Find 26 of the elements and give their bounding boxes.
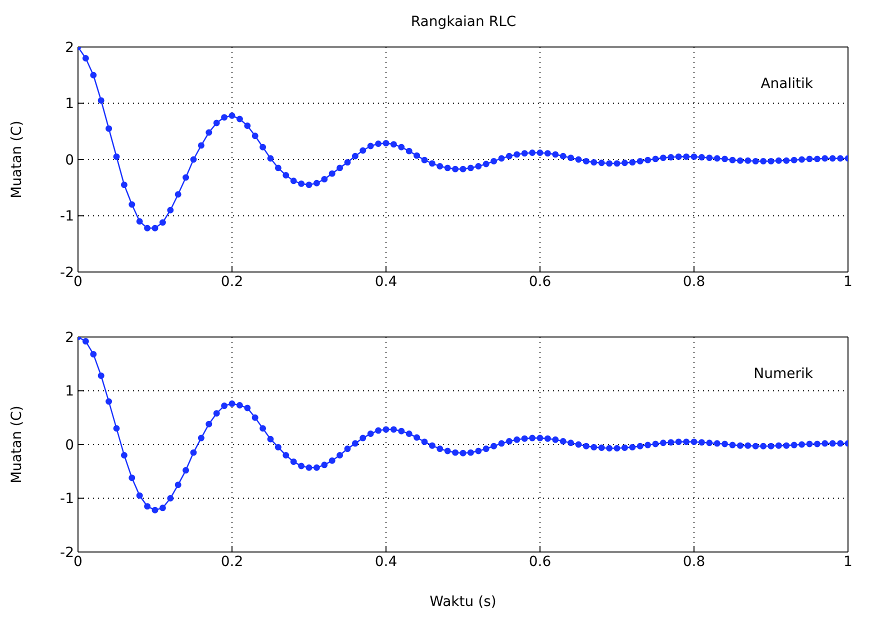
x-tick-label: 0.4	[374, 554, 398, 570]
x-tick-label: 0.6	[528, 554, 552, 570]
y-tick-label: 2	[65, 40, 74, 56]
x-tick-label: 0.8	[682, 274, 706, 290]
annotation: Numerik	[754, 366, 813, 382]
x-tick-label: 0.8	[682, 554, 706, 570]
y-tick-label: 2	[65, 330, 74, 346]
y-tick-label: -2	[60, 264, 74, 281]
x-tick-label: 0.2	[220, 274, 244, 290]
x-axis-title: Waktu (s)	[430, 594, 496, 610]
y-tick-label: -2	[60, 544, 74, 561]
y-axis-title: Muatan (C)	[8, 406, 25, 484]
y-tick-label: 0	[65, 437, 74, 454]
x-tick-label: 0.6	[528, 274, 552, 290]
x-tick-label: 0.2	[220, 554, 244, 570]
y-axis-title: Muatan (C)	[8, 120, 25, 198]
chart-title: Rangkaian RLC	[410, 14, 518, 30]
x-tick-label: 1	[844, 554, 852, 570]
y-tick-label: -1	[60, 208, 74, 225]
x-tick-label: 1	[844, 274, 852, 290]
y-tick-label: 1	[65, 96, 74, 112]
y-tick-label: 0	[65, 152, 74, 168]
y-tick-label: 1	[65, 384, 74, 400]
y-tick-label: -1	[60, 491, 74, 508]
x-tick-label: 0.4	[374, 274, 398, 290]
annotation: Analitik	[760, 76, 813, 92]
